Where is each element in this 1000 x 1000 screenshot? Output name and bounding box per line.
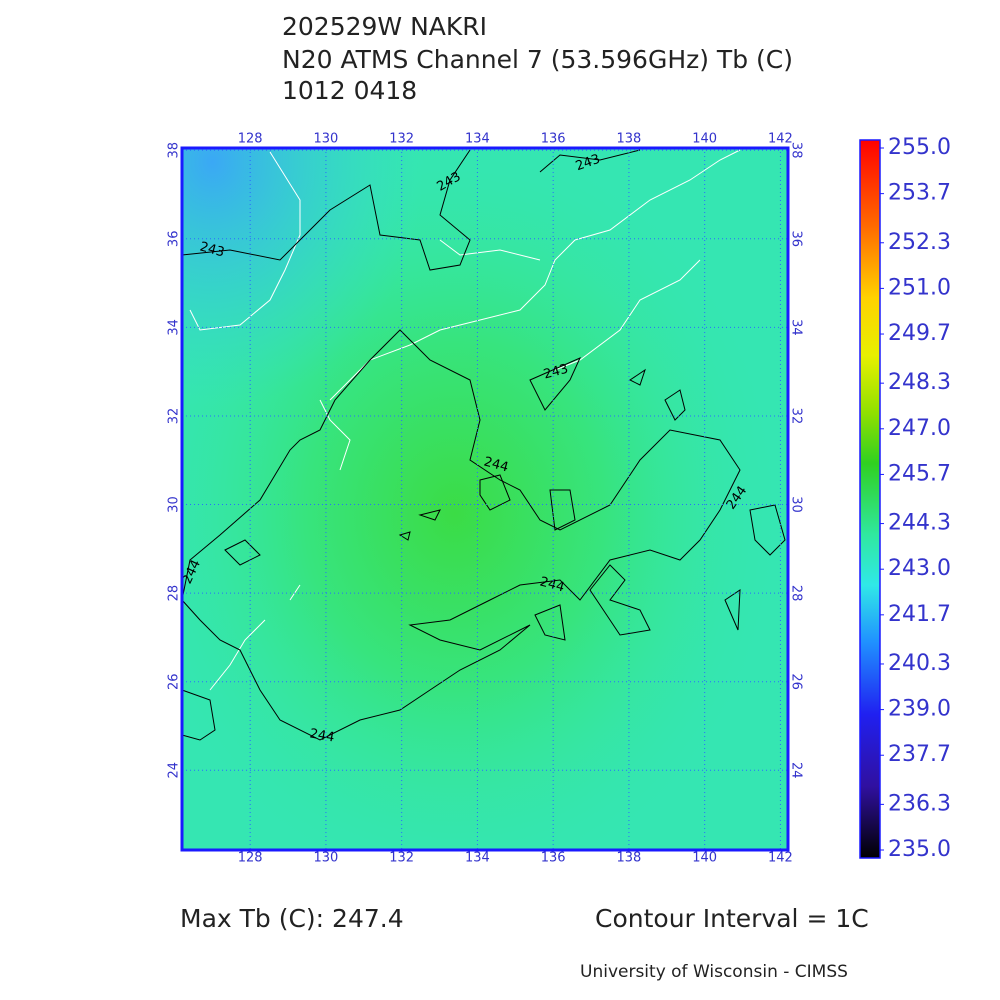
map-field-cold: [182, 148, 788, 850]
credit: University of Wisconsin - CIMSS: [580, 962, 848, 982]
map-frame: [180, 146, 790, 852]
lat-tick-label: 28: [167, 585, 182, 602]
coastline: [189, 149, 741, 471]
contour: [529, 357, 581, 411]
lon-tick-label: 140: [692, 132, 717, 147]
lat-tick-label: 38: [167, 142, 182, 159]
lon-tick-label: 132: [389, 132, 414, 147]
colorbar-label: 247.0: [888, 416, 951, 441]
contour: [181, 149, 471, 271]
lon-tick-label: 142: [768, 851, 793, 866]
lon-tick-label: 138: [617, 851, 642, 866]
title-line: 202529W NAKRI: [282, 12, 487, 41]
lat-tick-label: 26: [167, 673, 182, 690]
lat-tick-label: 24: [789, 762, 804, 779]
colorbar-label: 249.7: [888, 321, 951, 346]
lat-tick-label: 26: [789, 673, 804, 690]
coastline: [209, 584, 301, 691]
lon-tick-label: 136: [541, 851, 566, 866]
title-line: 1012 0418: [282, 76, 417, 105]
lat-tick-label: 30: [167, 496, 182, 513]
max-tb: Max Tb (C): 247.4: [180, 904, 404, 933]
lon-tick-label: 140: [692, 851, 717, 866]
contour: [181, 564, 741, 741]
lon-tick-label: 130: [314, 132, 339, 147]
lon-tick-label: 134: [465, 851, 490, 866]
lat-tick-label: 36: [167, 231, 182, 248]
colorbar-label: 253.7: [888, 181, 951, 206]
contour-interval: Contour Interval = 1C: [595, 904, 869, 933]
colorbar-label: 241.7: [888, 602, 951, 627]
lat-tick-label: 34: [167, 319, 182, 336]
colorbar: [859, 139, 881, 859]
colorbar-label: 244.3: [888, 511, 951, 536]
contour-label: 243: [542, 362, 570, 383]
contour: [224, 368, 786, 566]
lat-tick-label: 32: [789, 408, 804, 425]
contour: [181, 329, 741, 741]
contour-label: 244: [308, 726, 335, 745]
lat-tick-label: 34: [789, 319, 804, 336]
lon-tick-label: 130: [314, 851, 339, 866]
contour-label: 243: [198, 240, 226, 261]
colorbar-label: 236.3: [888, 791, 951, 816]
lon-tick-label: 128: [238, 132, 263, 147]
contour: [539, 149, 641, 173]
title-line: N20 ATMS Channel 7 (53.596GHz) Tb (C): [282, 45, 793, 74]
colorbar-label: 239.0: [888, 697, 951, 722]
map: [181, 148, 788, 850]
colorbar-label: 245.7: [888, 461, 951, 486]
lat-tick-label: 24: [167, 762, 182, 779]
contour-label: 244: [482, 455, 510, 476]
lon-tick-label: 138: [617, 132, 642, 147]
colorbar-label: 243.0: [888, 556, 951, 581]
lat-tick-label: 36: [789, 231, 804, 248]
lon-tick-label: 134: [465, 132, 490, 147]
lat-tick-label: 28: [789, 585, 804, 602]
lon-tick-label: 128: [238, 851, 263, 866]
colorbar-label: 248.3: [888, 370, 951, 395]
lon-tick-label: 136: [541, 132, 566, 147]
lat-tick-label: 32: [167, 408, 182, 425]
colorbar-label: 240.3: [888, 651, 951, 676]
colorbar-label: 237.7: [888, 742, 951, 767]
colorbar-label: 255.0: [888, 135, 951, 160]
lon-tick-label: 132: [389, 851, 414, 866]
lon-tick-label: 142: [768, 132, 793, 147]
contour-label: 244: [538, 575, 566, 596]
lat-tick-label: 30: [789, 496, 804, 513]
colorbar-label: 252.3: [888, 230, 951, 255]
colorbar-label: 235.0: [888, 837, 951, 862]
lat-tick-label: 38: [789, 142, 804, 159]
colorbar-label: 251.0: [888, 275, 951, 300]
